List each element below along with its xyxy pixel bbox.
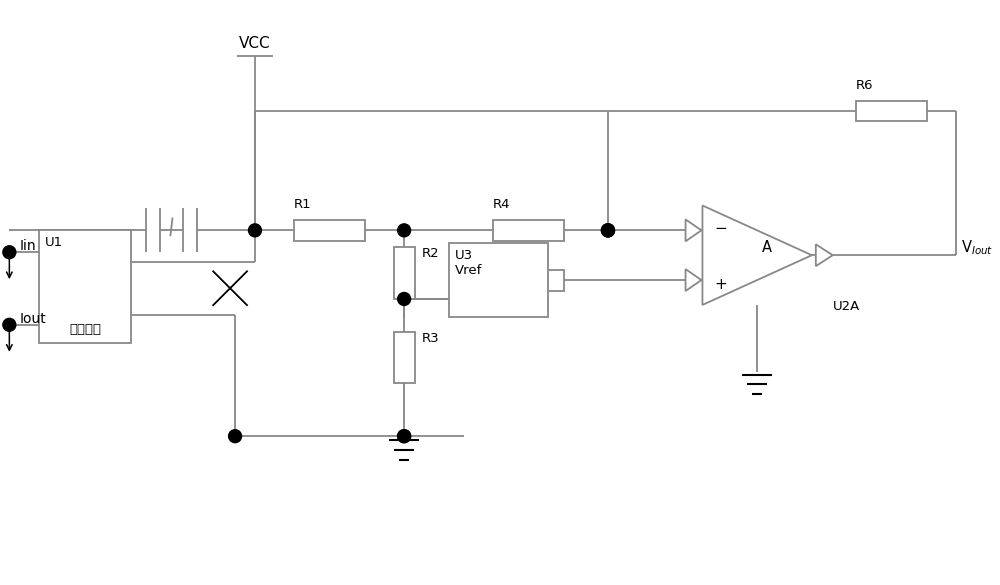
Text: U3
Vref: U3 Vref [455, 249, 482, 277]
Text: Iin: Iin [19, 239, 36, 253]
Text: R5: R5 [493, 247, 510, 261]
Bar [493, 220, 564, 241]
Text: R4: R4 [493, 198, 510, 211]
Text: 霌尔元件: 霌尔元件 [69, 323, 101, 336]
Circle shape [248, 224, 261, 237]
Text: VCC: VCC [239, 36, 271, 51]
Text: V$_{Iout}$: V$_{Iout}$ [961, 238, 993, 257]
Circle shape [3, 318, 16, 331]
Text: R6: R6 [856, 78, 873, 92]
Circle shape [398, 430, 411, 443]
Text: U2A: U2A [833, 300, 860, 313]
Bar [493, 270, 564, 291]
Text: R1: R1 [294, 198, 311, 211]
Circle shape [398, 292, 411, 305]
Bar [394, 247, 415, 299]
Text: R2: R2 [422, 247, 439, 260]
Bar [856, 101, 927, 122]
Bar [294, 220, 365, 241]
Circle shape [3, 246, 16, 259]
Text: A: A [762, 240, 772, 254]
Circle shape [229, 430, 242, 443]
Bar [449, 243, 548, 317]
Circle shape [602, 224, 614, 237]
Circle shape [398, 224, 411, 237]
Bar [39, 230, 131, 343]
Text: $+$: $+$ [714, 277, 727, 291]
Bar [394, 332, 415, 384]
Circle shape [602, 224, 614, 237]
Circle shape [602, 224, 614, 237]
Text: Iout: Iout [19, 312, 46, 326]
Text: R3: R3 [422, 332, 439, 345]
Text: $-$: $-$ [714, 219, 727, 234]
Text: U1: U1 [45, 236, 63, 249]
Circle shape [398, 430, 411, 443]
